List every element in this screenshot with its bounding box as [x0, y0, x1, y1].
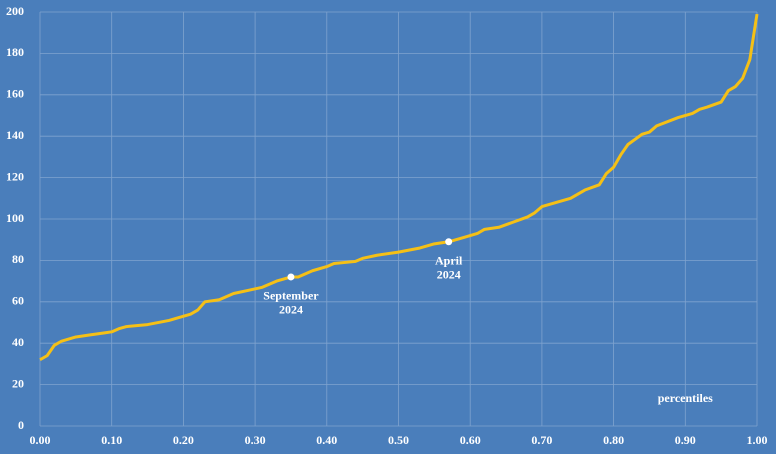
x-tick-label: 0.20: [173, 433, 194, 447]
annotation-marker: [445, 238, 453, 246]
annotation-text: 2024: [437, 268, 461, 282]
y-tick-label: 40: [12, 335, 24, 349]
x-tick-label: 0.30: [245, 433, 266, 447]
data-line: [39, 13, 759, 362]
x-tick-label: 0.00: [30, 433, 51, 447]
x-tick-label: 0.80: [603, 433, 624, 447]
x-tick-label: 0.10: [101, 433, 122, 447]
y-tick-label: 140: [6, 128, 24, 142]
x-axis-label: percentiles: [658, 391, 713, 405]
y-tick-label: 180: [6, 45, 24, 59]
x-tick-label: 0.60: [460, 433, 481, 447]
x-tick-label: 0.50: [388, 433, 409, 447]
x-tick-label: 0.70: [531, 433, 552, 447]
x-tick-label: 0.40: [316, 433, 337, 447]
y-tick-label: 20: [12, 376, 24, 390]
y-tick-label: 200: [6, 4, 24, 18]
y-tick-label: 80: [12, 252, 24, 266]
y-tick-label: 120: [6, 169, 24, 183]
x-tick-label: 0.90: [675, 433, 696, 447]
y-tick-label: 100: [6, 211, 24, 225]
y-tick-label: 0: [18, 418, 24, 432]
y-tick-label: 160: [6, 87, 24, 101]
y-tick-label: 60: [12, 294, 24, 308]
annotation-text: September: [263, 289, 319, 303]
annotation-text: April: [435, 254, 463, 268]
x-tick-label: 1.00: [747, 433, 768, 447]
annotation-text: 2024: [279, 303, 303, 317]
annotation-marker: [287, 273, 295, 281]
